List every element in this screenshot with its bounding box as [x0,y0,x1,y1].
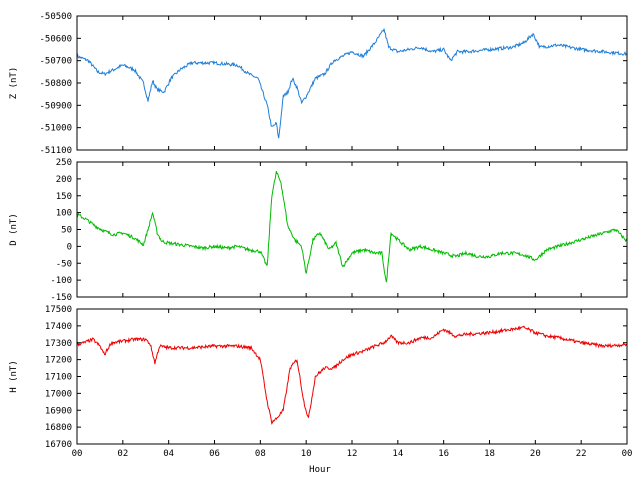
y-tick-label: 50 [61,226,72,236]
x-tick-label: 18 [484,449,495,459]
y-tick-label: -50900 [39,101,72,111]
y-tick-label: 17500 [45,305,72,315]
x-tick-label: 22 [576,449,587,459]
x-tick-label: 16 [438,449,449,459]
plot-frame-2 [76,308,628,445]
plot-frame-0 [76,15,628,151]
series-line-2-0 [76,325,627,425]
y-tick-label: 150 [56,192,72,202]
x-tick-label: 06 [209,449,220,459]
plot-frame-1 [76,161,628,298]
y-tick-label: -50800 [39,79,72,89]
y-tick-label: 200 [56,175,72,185]
series-line-1-0 [76,170,628,283]
y-tick-label: -150 [50,293,72,303]
x-tick-label: 14 [392,449,403,459]
y-tick-label: -51000 [39,124,72,134]
x-tick-label: 00 [622,449,633,459]
y-tick-label: -51100 [39,146,72,156]
panel-0: -50500 -50600 -50700 -50800 -50900 -51000 -511… [9,12,628,156]
x-axis-label: Hour [309,465,331,475]
y-tick-label: 16900 [45,406,72,416]
x-tick-label: 20 [530,449,541,459]
y-axis-label: Z (nT) [9,67,19,100]
series-line-0-0 [76,28,628,139]
y-axis-label: D (nT) [9,213,19,246]
y-tick-label: -50500 [39,12,72,22]
x-tick-label: 02 [117,449,128,459]
y-tick-label: 16700 [45,440,72,450]
panel-1: 250 200 150 100 50 0 -50 -100 -150 D (nT) [9,158,628,303]
y-tick-label: 17000 [45,389,72,399]
y-tick-label: -50 [56,259,72,269]
x-tick-label: 00 [72,449,83,459]
x-tick-label: 08 [255,449,266,459]
y-tick-label: -50700 [39,57,72,67]
y-tick-label: 16800 [45,423,72,433]
x-tick-label: 12 [347,449,358,459]
panel-2: 17500 17400 17300 17200 17100 17000 16900 16800… [9,305,628,450]
y-axis-label: H (nT) [9,360,19,393]
y-tick-label: 17300 [45,339,72,349]
x-tick-label: 10 [301,449,312,459]
y-tick-label: 17200 [45,356,72,366]
y-tick-label: 17100 [45,373,72,383]
y-tick-label: -50600 [39,34,72,44]
x-tick-label: 04 [163,449,174,459]
y-tick-label: 0 [67,242,72,252]
y-tick-label: -100 [50,276,72,286]
y-tick-label: 17400 [45,322,72,332]
y-tick-label: 250 [56,158,72,168]
y-tick-label: 100 [56,209,72,219]
